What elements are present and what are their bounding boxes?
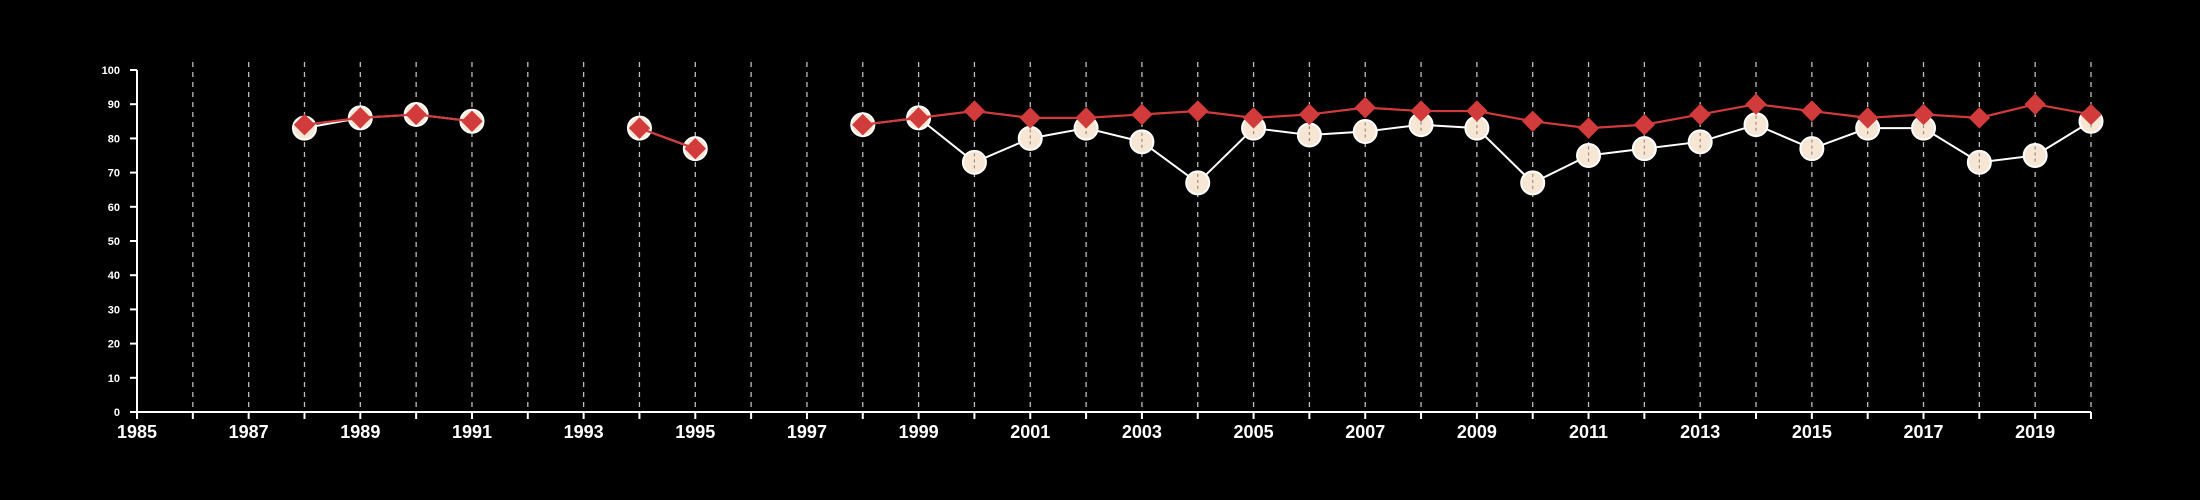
x-tick-label: 2009 <box>1457 422 1497 442</box>
x-tick-label: 2017 <box>1903 422 1943 442</box>
diamond-point <box>1912 103 1935 126</box>
diamond-point <box>1187 100 1209 122</box>
x-tick-label: 1989 <box>340 422 380 442</box>
y-tick-label: 60 <box>108 202 120 214</box>
diamond-point <box>907 107 930 129</box>
diamond-point <box>1298 103 1321 126</box>
x-tick-label: 1991 <box>452 422 492 442</box>
diamond-point <box>1410 100 1432 122</box>
diamond-point <box>1354 96 1376 119</box>
y-tick-label: 10 <box>108 373 120 385</box>
x-tick-label: 2003 <box>1122 422 1162 442</box>
diamond-point <box>628 117 651 139</box>
diamond-point <box>1577 117 1600 139</box>
x-tick-label: 2005 <box>1234 422 1274 442</box>
diamond-point <box>1745 93 1767 115</box>
axis-layer: 1985 1987 1989 1991 1993 1995 1997 1999 2001 2003… <box>102 65 2092 442</box>
diamond-point <box>1689 103 1711 126</box>
x-tick-label: 2019 <box>2015 422 2055 442</box>
x-tick-label: 1995 <box>675 422 715 442</box>
x-tick-label: 2007 <box>1345 422 1385 442</box>
diamond-point <box>2024 93 2046 115</box>
diamond-point <box>1522 110 1544 133</box>
y-tick-label: 70 <box>108 168 120 180</box>
diamond-point <box>1242 107 1265 129</box>
y-tick-label: 80 <box>108 133 120 145</box>
y-tick-label: 0 <box>114 407 120 419</box>
diamond-point <box>852 114 874 136</box>
diamond-point <box>1633 114 1656 136</box>
y-tick-label: 30 <box>108 304 120 316</box>
x-tick-label: 1999 <box>899 422 939 442</box>
x-tick-label: 1993 <box>564 422 604 442</box>
x-tick-label: 2013 <box>1680 422 1720 442</box>
series-layer <box>291 93 2104 196</box>
diamond-point <box>405 103 427 126</box>
diamond-point <box>963 100 986 122</box>
diamond-point <box>461 110 483 133</box>
diamond-point <box>1856 107 1879 129</box>
y-tick-label: 40 <box>108 270 120 282</box>
diamond-series-line <box>304 113 473 126</box>
diamond-point <box>2080 103 2102 126</box>
x-tick-label: 2011 <box>1569 422 1608 442</box>
y-tick-label: 50 <box>108 236 120 248</box>
x-tick-label: 1987 <box>229 422 269 442</box>
x-tick-label: 1985 <box>117 422 157 442</box>
diamond-point <box>293 114 316 136</box>
x-tick-label: 2015 <box>1792 422 1832 442</box>
diamond-series-line <box>639 127 696 150</box>
diamond-point <box>1968 107 1991 129</box>
x-tick-label: 1997 <box>787 422 827 442</box>
diamond-point <box>349 107 372 129</box>
diamond-point <box>1131 103 1153 126</box>
diamond-point <box>1019 107 1041 129</box>
y-tick-label: 90 <box>108 99 120 111</box>
diamond-point <box>684 137 706 160</box>
diamond-point <box>1801 100 1823 122</box>
grid-layer <box>192 62 2092 412</box>
y-tick-label: 20 <box>108 339 120 351</box>
x-tick-label: 2001 <box>1010 422 1050 442</box>
diamond-point <box>1075 107 1097 129</box>
diamond-point <box>1466 100 1488 122</box>
y-tick-label: 100 <box>102 65 120 77</box>
